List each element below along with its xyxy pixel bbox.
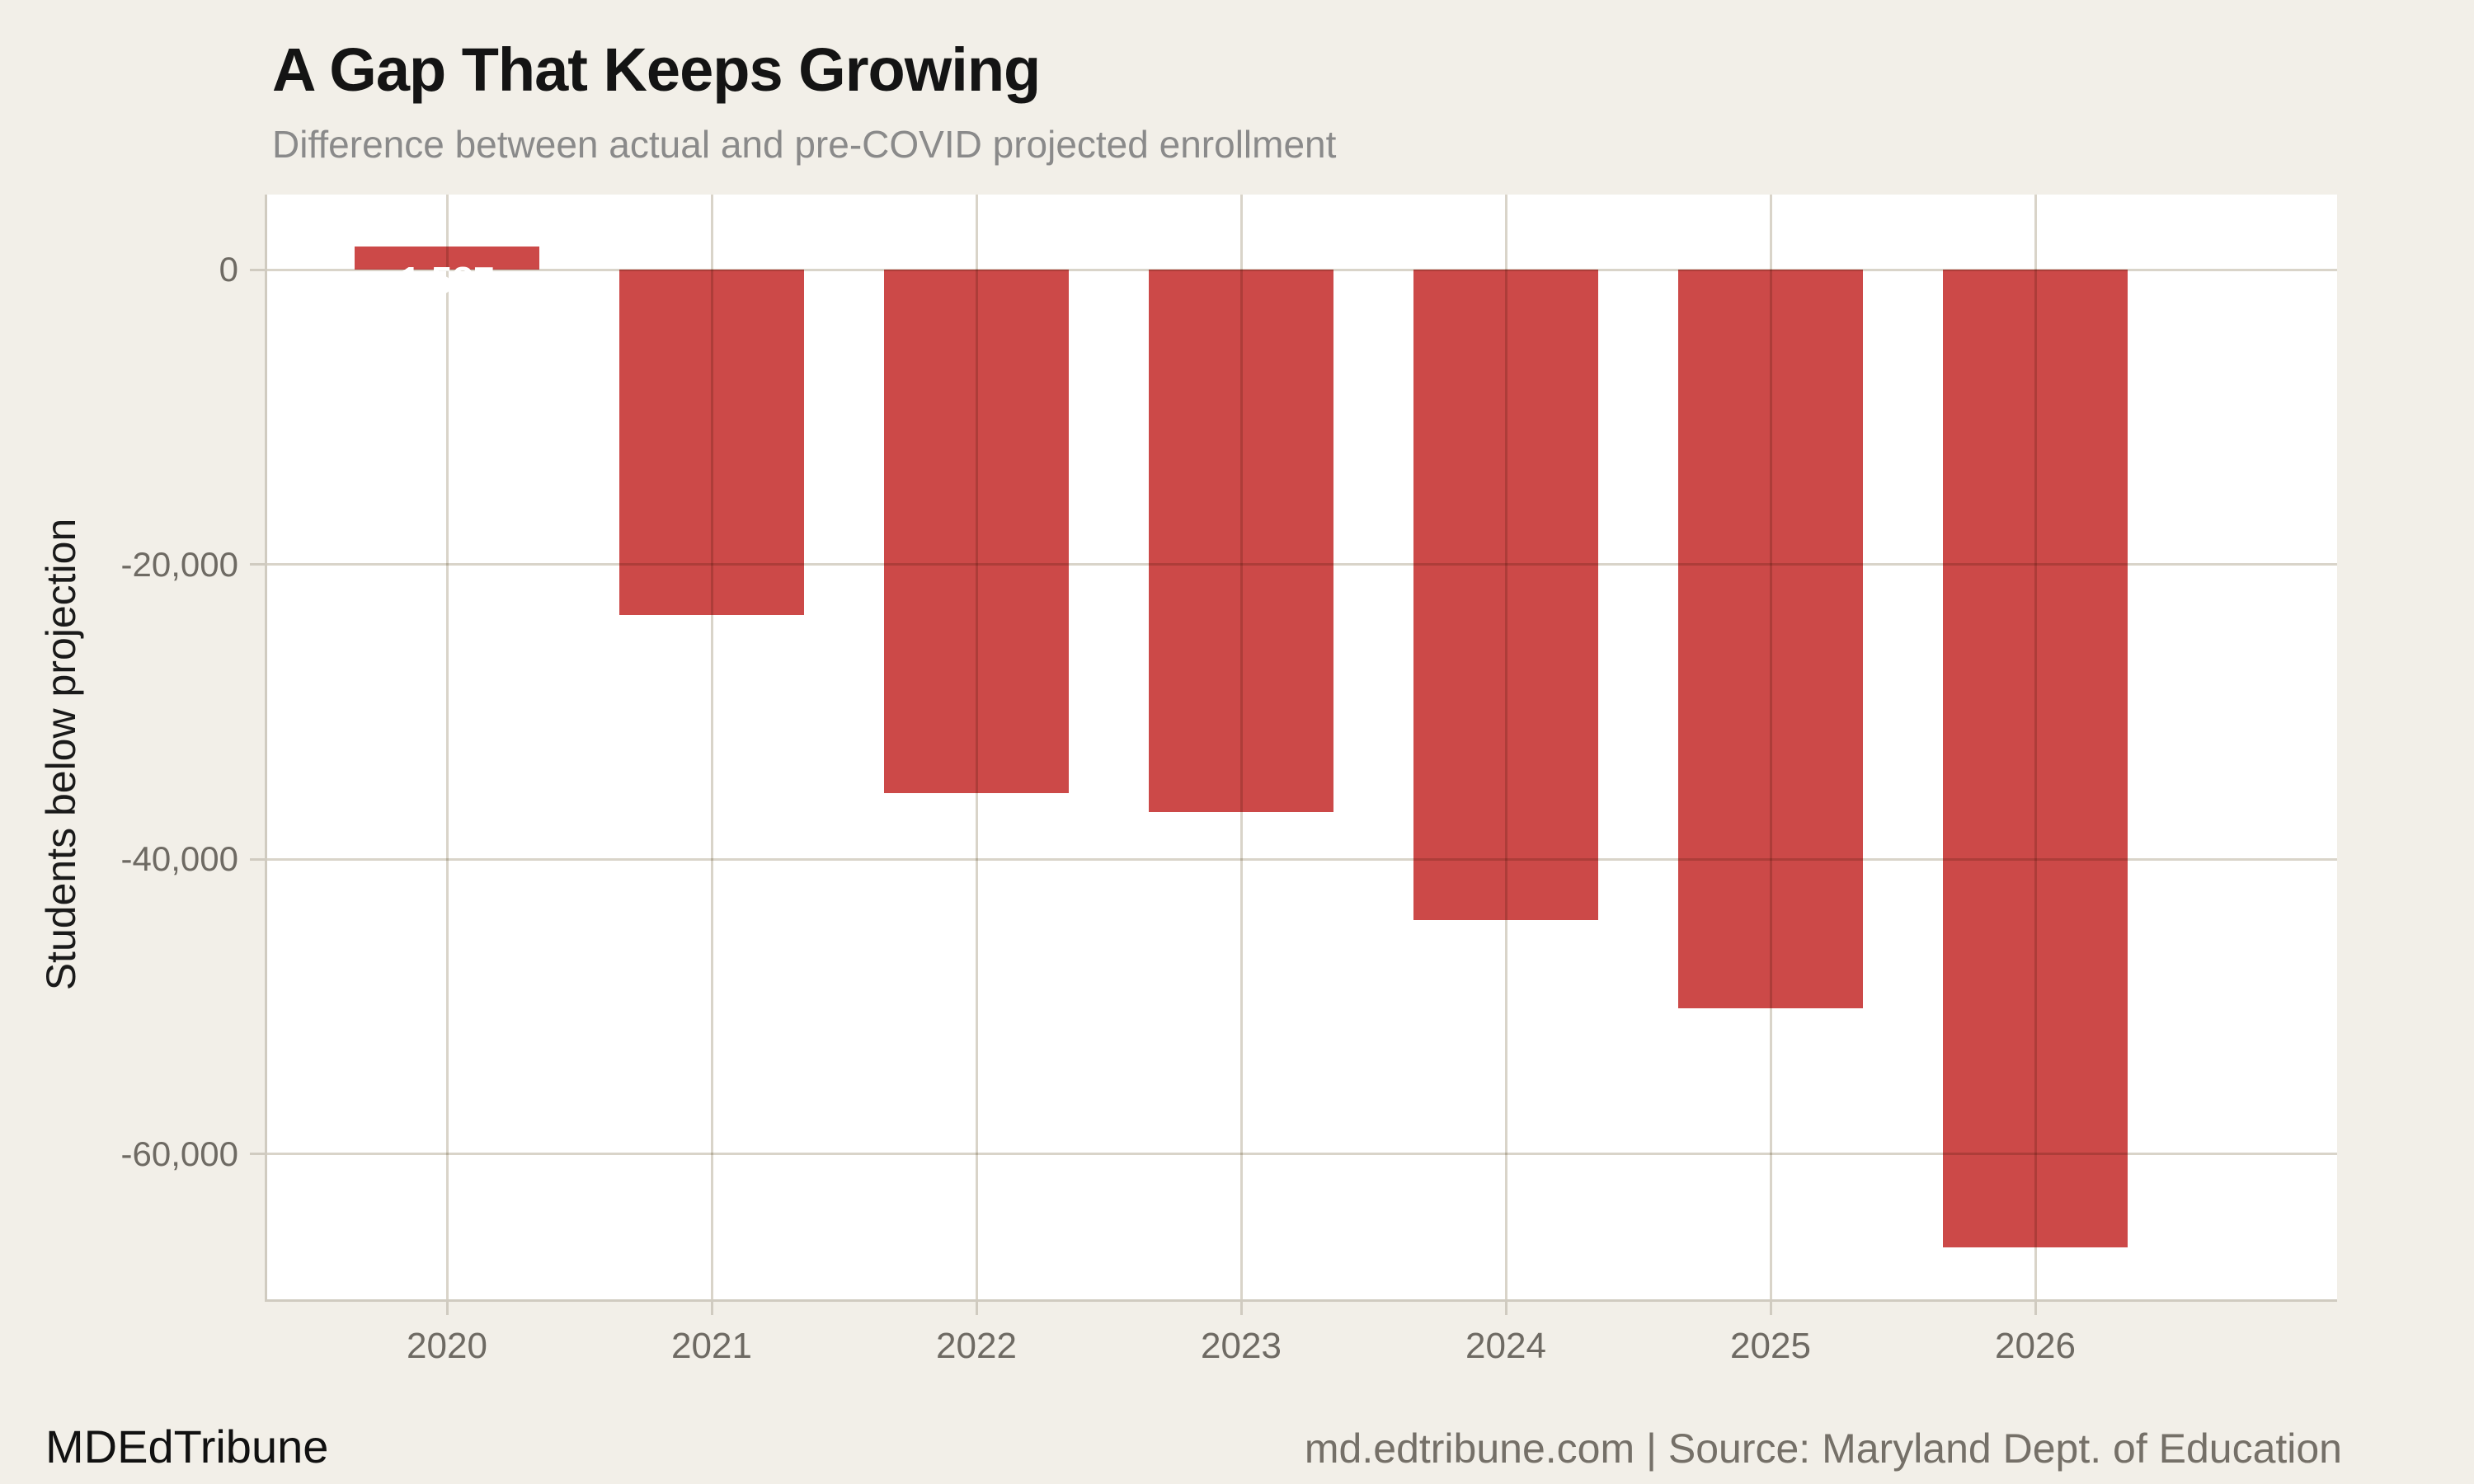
x-tick-label: 2024 xyxy=(1465,1326,1546,1366)
bar-value-label: 1,587 xyxy=(399,258,495,302)
x-tick-mark xyxy=(2034,1300,2037,1315)
x-tick-mark xyxy=(710,1300,713,1315)
x-gridline xyxy=(975,195,978,1300)
y-gridline xyxy=(266,268,2337,271)
x-tick-mark xyxy=(1504,1300,1507,1315)
y-gridline xyxy=(266,563,2337,566)
x-tick-mark xyxy=(1239,1300,1243,1315)
x-tick-label: 2022 xyxy=(936,1326,1017,1366)
x-tick-label: 2023 xyxy=(1201,1326,1282,1366)
x-gridline xyxy=(710,195,713,1300)
y-tick-label: 0 xyxy=(219,250,238,289)
x-gridline xyxy=(445,195,449,1300)
y-tick-mark xyxy=(250,563,266,566)
y-tick-mark xyxy=(250,268,266,271)
y-tick-label: -40,000 xyxy=(120,839,238,879)
y-tick-mark xyxy=(250,1153,266,1156)
y-tick-label: -60,000 xyxy=(120,1134,238,1173)
y-tick-mark xyxy=(250,857,266,861)
x-tick-mark xyxy=(445,1300,449,1315)
x-gridline xyxy=(1769,195,1772,1300)
y-tick-label: -20,000 xyxy=(120,544,238,584)
x-axis-line xyxy=(265,1299,2337,1302)
x-tick-mark xyxy=(975,1300,978,1315)
x-gridline xyxy=(1239,195,1243,1300)
y-gridline xyxy=(266,857,2337,861)
y-axis-line xyxy=(265,195,267,1302)
brand-logo-text: MDEdTribune xyxy=(45,1421,329,1472)
source-attribution: md.edtribune.com | Source: Maryland Dept… xyxy=(1304,1425,2342,1472)
y-gridline xyxy=(266,1153,2337,1156)
y-axis-title: Students below projection xyxy=(38,518,84,991)
x-gridline xyxy=(1504,195,1507,1300)
x-gridline xyxy=(2034,195,2037,1300)
x-tick-label: 2020 xyxy=(407,1326,487,1366)
chart-title: A Gap That Keeps Growing xyxy=(272,35,1041,104)
x-tick-label: 2025 xyxy=(1730,1326,1811,1366)
plot-area: 1,587 xyxy=(266,195,2337,1300)
chart-subtitle: Difference between actual and pre-COVID … xyxy=(272,123,1337,166)
x-tick-mark xyxy=(1769,1300,1772,1315)
x-tick-label: 2021 xyxy=(671,1326,752,1366)
x-tick-label: 2026 xyxy=(1995,1326,2076,1366)
